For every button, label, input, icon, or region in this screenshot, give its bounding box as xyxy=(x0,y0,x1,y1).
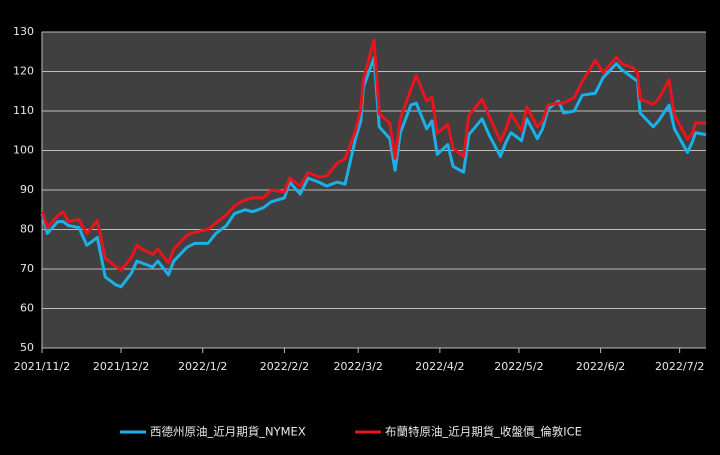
y-tick-label: 80 xyxy=(20,223,34,236)
legend-text: 西德州原油_近月期貨_NYMEX xyxy=(150,425,306,439)
legend-text: 布蘭特原油_近月期貨_收盤價_倫敦ICE xyxy=(385,425,582,439)
x-tick-label: 2021/12/2 xyxy=(93,360,149,373)
x-tick-label: 2022/6/2 xyxy=(576,360,625,373)
y-tick-label: 50 xyxy=(20,341,34,354)
y-tick-label: 130 xyxy=(13,25,34,38)
x-tick-label: 2022/2/2 xyxy=(260,360,309,373)
x-tick-label: 2022/3/2 xyxy=(333,360,382,373)
series-line xyxy=(40,56,707,289)
x-tick-label: 2022/5/2 xyxy=(494,360,543,373)
x-tick-label: 2022/7/2 xyxy=(655,360,704,373)
series-line xyxy=(40,38,706,272)
y-tick-label: 110 xyxy=(13,104,34,117)
x-tick-label: 2022/4/2 xyxy=(415,360,464,373)
y-tick-label: 60 xyxy=(20,302,34,315)
y-tick-label: 100 xyxy=(13,144,34,157)
y-tick-label: 90 xyxy=(20,183,34,196)
x-tick-label: 2021/11/2 xyxy=(14,360,70,373)
x-tick-label: 2022/1/2 xyxy=(178,360,227,373)
y-tick-label: 120 xyxy=(13,65,34,78)
y-tick-label: 70 xyxy=(20,262,34,275)
